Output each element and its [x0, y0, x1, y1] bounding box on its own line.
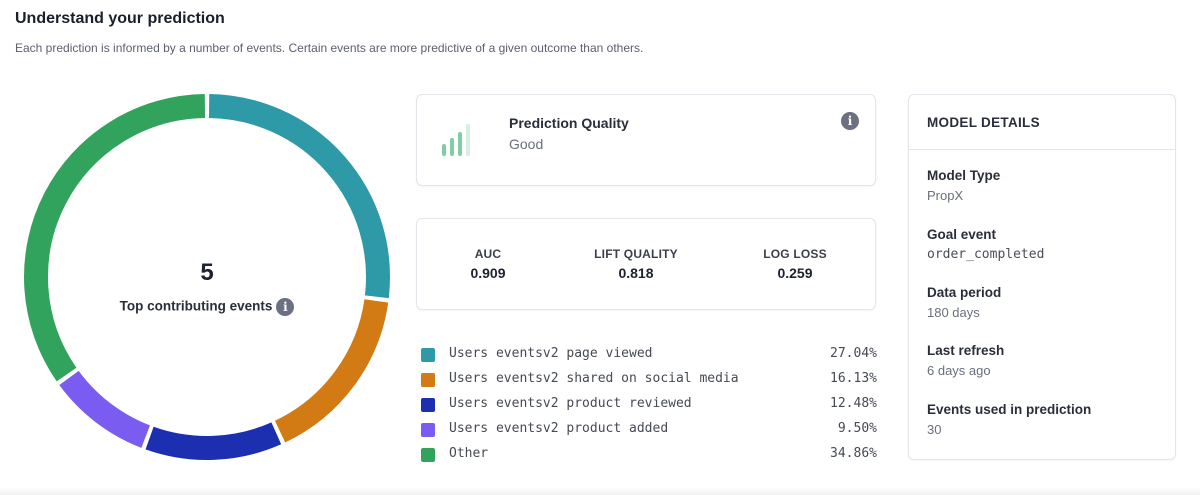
legend-value: 27.04%	[830, 346, 877, 361]
legend-value: 16.13%	[830, 371, 877, 386]
info-icon[interactable]: i	[276, 298, 295, 316]
data-period-value: 180 days	[927, 305, 980, 320]
signal-bars-icon	[442, 122, 476, 163]
goal-event-value: order_completed	[927, 247, 1045, 262]
legend-label: Users eventsv2 page viewed	[449, 346, 653, 361]
goal-event-label: Goal event	[927, 227, 997, 242]
model-type: Model Type PropX	[927, 168, 1000, 203]
legend-item: Users eventsv2 product reviewed 12.48%	[421, 395, 877, 420]
events-used: Events used in prediction 30	[927, 402, 1091, 437]
legend-swatch	[421, 448, 435, 462]
legend-item: Other 34.86%	[421, 445, 877, 470]
data-period: Data period 180 days	[927, 285, 1001, 320]
events-used-value: 30	[927, 422, 942, 437]
metrics-card: AUC 0.909 LIFT QUALITY 0.818 LOG LOSS 0.…	[416, 218, 876, 310]
legend-label: Other	[449, 446, 489, 461]
bottom-shadow	[0, 487, 1200, 495]
metric-log-loss: LOG LOSS 0.259	[751, 247, 839, 281]
donut-segment-4[interactable]	[59, 370, 151, 448]
model-type-label: Model Type	[927, 168, 1001, 183]
last-refresh-label: Last refresh	[927, 343, 1005, 358]
legend-swatch	[421, 373, 435, 387]
legend-item: Users eventsv2 product added 9.50%	[421, 420, 877, 445]
legend-value: 9.50%	[837, 421, 877, 436]
model-details-card: MODEL DETAILS Model Type PropX Goal even…	[908, 94, 1176, 460]
legend-swatch	[421, 348, 435, 362]
donut-segment-2[interactable]	[274, 299, 389, 443]
top-events-count: 5	[200, 259, 214, 286]
prediction-quality-card: Prediction Quality Good i	[416, 94, 876, 186]
page-title: Understand your prediction	[15, 10, 225, 27]
donut-chart-svg	[24, 94, 390, 460]
legend-label: Users eventsv2 product added	[449, 421, 669, 436]
legend-item: Users eventsv2 page viewed 27.04%	[421, 345, 877, 370]
legend-label: Users eventsv2 shared on social media	[449, 371, 739, 386]
data-period-label: Data period	[927, 285, 1002, 300]
metric-lift-value: 0.818	[618, 265, 654, 281]
legend-swatch	[421, 398, 435, 412]
page-subtitle: Each prediction is informed by a number …	[15, 41, 644, 55]
model-details-title: MODEL DETAILS	[927, 115, 1040, 130]
legend-label: Users eventsv2 product reviewed	[449, 396, 692, 411]
prediction-quality-value: Good	[509, 136, 544, 152]
info-icon[interactable]: i	[841, 112, 859, 130]
donut-segment-1[interactable]	[208, 94, 390, 299]
metric-auc-label: AUC	[474, 247, 502, 261]
legend-item: Users eventsv2 shared on social media 16…	[421, 370, 877, 395]
legend-value: 34.86%	[830, 446, 877, 461]
top-events-label: Top contributing events	[119, 298, 273, 314]
metric-auc-value: 0.909	[470, 265, 506, 281]
donut-segment-5[interactable]	[24, 94, 206, 382]
metric-lift-quality: LIFT QUALITY 0.818	[583, 247, 689, 281]
model-details-header: MODEL DETAILS	[909, 95, 1175, 150]
last-refresh-value: 6 days ago	[927, 363, 991, 378]
metric-lift-label: LIFT QUALITY	[594, 247, 678, 261]
donut-segment-3[interactable]	[145, 422, 282, 460]
metric-logloss-label: LOG LOSS	[763, 247, 827, 261]
model-type-value: PropX	[927, 188, 964, 203]
legend-value: 12.48%	[830, 396, 877, 411]
events-used-label: Events used in prediction	[927, 402, 1092, 417]
donut-chart: 5 Top contributing events i	[22, 92, 392, 462]
chart-legend: Users eventsv2 page viewed 27.04% Users …	[421, 345, 877, 470]
goal-event: Goal event order_completed	[927, 227, 1044, 262]
last-refresh: Last refresh 6 days ago	[927, 343, 1004, 378]
top-events-label-row: Top contributing events i	[22, 298, 392, 316]
metric-logloss-value: 0.259	[777, 265, 813, 281]
prediction-quality-title: Prediction Quality	[509, 115, 629, 131]
legend-swatch	[421, 423, 435, 437]
metric-auc: AUC 0.909	[465, 247, 511, 281]
